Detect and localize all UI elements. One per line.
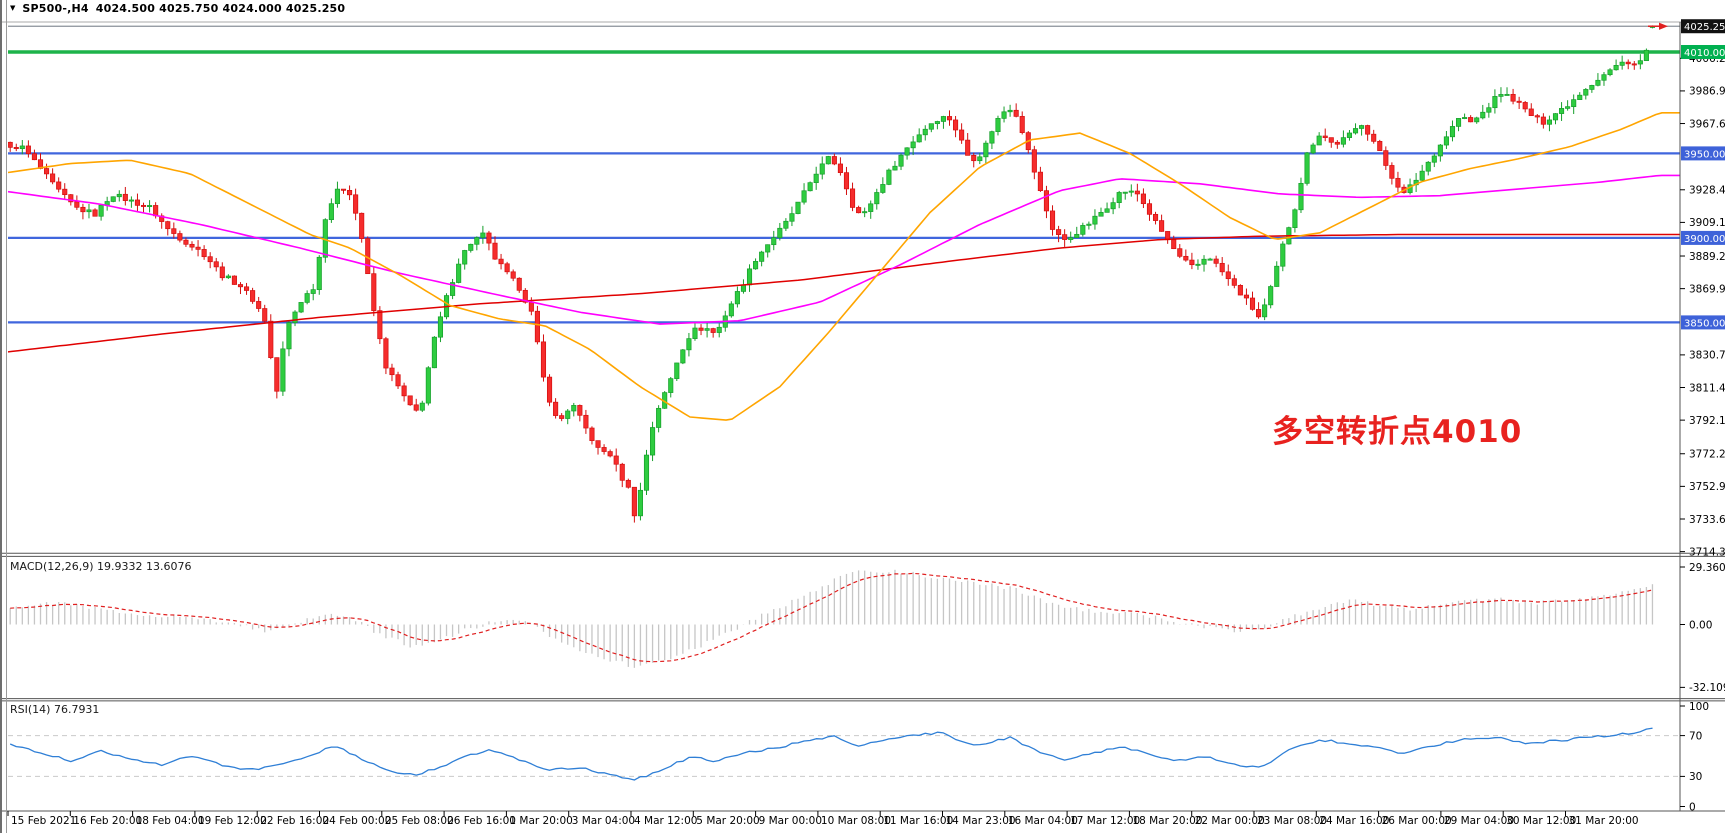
- svg-text:17 Mar 12:00: 17 Mar 12:00: [1070, 815, 1140, 827]
- svg-text:30 Mar 12:00: 30 Mar 12:00: [1506, 815, 1576, 827]
- svg-text:10 Mar 08:00: 10 Mar 08:00: [821, 815, 891, 827]
- svg-text:3714.365: 3714.365: [1689, 546, 1725, 558]
- svg-text:24 Feb 00:00: 24 Feb 00:00: [323, 815, 392, 827]
- svg-text:22 Feb 16:00: 22 Feb 16:00: [260, 815, 329, 827]
- svg-text:3772.280: 3772.280: [1689, 449, 1725, 461]
- svg-text:70: 70: [1689, 730, 1702, 742]
- svg-text:26 Feb 16:00: 26 Feb 16:00: [447, 815, 516, 827]
- svg-text:3889.280: 3889.280: [1689, 251, 1725, 263]
- price-axis-badges: 4025.250 4010.000 3950.000 3900.000 3850.000: [1681, 19, 1725, 330]
- svg-text:1 Mar 20:00: 1 Mar 20:00: [509, 815, 572, 827]
- indicator-axes: 29.3605 0.00 -32.1096 100 70 30 0: [1680, 562, 1725, 813]
- moving-average-lines: [8, 112, 1680, 421]
- chart-annotation-text: 多空转折点4010: [1272, 414, 1523, 450]
- symbol-period-label: SP500-,H4: [22, 2, 89, 15]
- svg-text:3792.170: 3792.170: [1689, 415, 1725, 427]
- svg-text:3900.000: 3900.000: [1684, 234, 1725, 245]
- svg-text:-32.1096: -32.1096: [1689, 682, 1725, 694]
- svg-text:3752.975: 3752.975: [1689, 481, 1725, 493]
- svg-text:3869.975: 3869.975: [1689, 283, 1725, 295]
- svg-text:0.00: 0.00: [1689, 619, 1712, 631]
- svg-text:3733.670: 3733.670: [1689, 514, 1725, 526]
- panel-frame-lines: [0, 21, 1725, 812]
- svg-text:19 Feb 12:00: 19 Feb 12:00: [198, 815, 267, 827]
- svg-text:100: 100: [1689, 701, 1709, 713]
- svg-text:3950.000: 3950.000: [1684, 149, 1725, 160]
- svg-text:3928.475: 3928.475: [1689, 185, 1725, 197]
- chart-title-bar: ▼ SP500-,H4 4024.500 4025.750 4024.000 4…: [10, 1, 345, 16]
- svg-text:0: 0: [1689, 801, 1696, 813]
- svg-text:25 Feb 08:00: 25 Feb 08:00: [385, 815, 454, 827]
- svg-text:4025.250: 4025.250: [1684, 22, 1725, 33]
- svg-text:14 Mar 23:00: 14 Mar 23:00: [946, 815, 1016, 827]
- svg-text:31 Mar 20:00: 31 Mar 20:00: [1569, 815, 1639, 827]
- svg-text:3967.670: 3967.670: [1689, 118, 1725, 130]
- svg-text:3811.475: 3811.475: [1689, 382, 1725, 394]
- svg-text:24 Mar 16:00: 24 Mar 16:00: [1319, 815, 1389, 827]
- svg-text:15 Feb 2021: 15 Feb 2021: [11, 815, 76, 827]
- svg-text:5 Mar 20:00: 5 Mar 20:00: [696, 815, 759, 827]
- svg-text:3986.975: 3986.975: [1689, 86, 1725, 98]
- svg-text:4 Mar 12:00: 4 Mar 12:00: [634, 815, 697, 827]
- rsi-panel: [8, 727, 1680, 781]
- svg-text:16 Mar 04:00: 16 Mar 04:00: [1008, 815, 1078, 827]
- last-price-arrow-icon: [1648, 22, 1668, 30]
- svg-text:3850.000: 3850.000: [1684, 318, 1725, 329]
- macd-panel: [9, 569, 1654, 668]
- svg-text:23 Mar 08:00: 23 Mar 08:00: [1257, 815, 1327, 827]
- svg-text:3830.780: 3830.780: [1689, 350, 1725, 362]
- candlestick-series: [8, 25, 1656, 523]
- svg-text:4010.000: 4010.000: [1684, 48, 1725, 59]
- symbol-dropdown-icon[interactable]: ▼: [10, 4, 16, 12]
- svg-text:22 Mar 00:00: 22 Mar 00:00: [1195, 815, 1265, 827]
- svg-text:3909.170: 3909.170: [1689, 217, 1725, 229]
- svg-text:18 Mar 20:00: 18 Mar 20:00: [1132, 815, 1202, 827]
- rsi-indicator-label: RSI(14) 76.7931: [10, 703, 100, 716]
- ohlc-values: 4024.500 4025.750 4024.000 4025.250: [95, 2, 346, 15]
- macd-indicator-label: MACD(12,26,9) 19.9332 13.6076: [10, 560, 192, 573]
- svg-text:3 Mar 04:00: 3 Mar 04:00: [572, 815, 635, 827]
- window-left-border: [0, 0, 7, 833]
- svg-text:29.3605: 29.3605: [1689, 562, 1725, 574]
- svg-text:26 Mar 00:00: 26 Mar 00:00: [1382, 815, 1452, 827]
- svg-text:29 Mar 04:00: 29 Mar 04:00: [1444, 815, 1514, 827]
- svg-text:11 Mar 16:00: 11 Mar 16:00: [883, 815, 953, 827]
- svg-text:16 Feb 20:00: 16 Feb 20:00: [73, 815, 142, 827]
- svg-text:9 Mar 00:00: 9 Mar 00:00: [759, 815, 822, 827]
- svg-text:18 Feb 04:00: 18 Feb 04:00: [136, 815, 205, 827]
- svg-text:30: 30: [1689, 771, 1702, 783]
- price-axis: 4006.2803986.9753967.6703928.4753909.170…: [1680, 53, 1725, 558]
